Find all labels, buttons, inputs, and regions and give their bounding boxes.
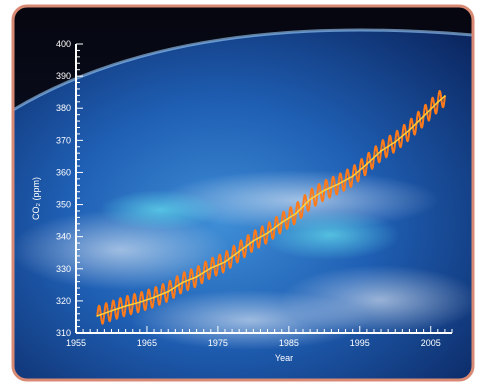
trend-point <box>323 189 326 192</box>
trend-point <box>309 198 312 201</box>
y-tick-label: 350 <box>56 200 71 210</box>
trend-point <box>280 221 283 224</box>
y-tick-label: 400 <box>56 39 71 49</box>
trend-point <box>238 250 241 253</box>
trend-point <box>337 183 340 185</box>
plot-area: 310 320 330 340 350 360 370 380 390 400 1955 1965 19… <box>31 39 453 363</box>
shallow-water <box>100 190 220 230</box>
trend-point <box>266 232 269 235</box>
trend-point <box>167 290 170 293</box>
trend-point <box>295 212 297 215</box>
trend-point <box>110 309 113 312</box>
trend-point <box>209 267 212 270</box>
y-tick-label: 330 <box>56 264 71 274</box>
trend-point <box>224 261 226 263</box>
series-trend-line <box>97 95 446 317</box>
x-tick-label: 1965 <box>137 338 157 348</box>
trend-point <box>365 163 368 165</box>
y-tick-label: 360 <box>56 167 71 177</box>
y-tick-label: 390 <box>56 71 71 81</box>
trend-point <box>444 95 446 97</box>
trend-point <box>408 129 411 131</box>
y-tick-label: 320 <box>56 296 71 306</box>
trend-point <box>351 175 354 178</box>
trend-point <box>252 239 255 242</box>
trend-point <box>436 101 439 104</box>
trend-point <box>124 305 127 307</box>
photo-border <box>11 4 475 382</box>
x-axis-title: Year <box>275 353 293 363</box>
x-tick-label: 2005 <box>421 338 441 348</box>
trend-point <box>153 296 155 299</box>
trend-point <box>195 275 198 278</box>
y-axis-title: CO₂ (ppm) <box>31 177 41 220</box>
cloud-band <box>130 290 370 350</box>
y-tick-label: 310 <box>56 328 71 338</box>
trend-point <box>380 150 382 152</box>
trend-point <box>96 315 99 317</box>
cloud-band <box>13 210 230 290</box>
x-tick-label: 1985 <box>279 338 299 348</box>
atmosphere-glow <box>13 28 473 112</box>
y-tick-label: 340 <box>56 232 71 242</box>
trend-point <box>394 141 397 143</box>
trend-point <box>422 115 425 118</box>
y-tick-label: 370 <box>56 135 71 145</box>
x-tick-label: 1955 <box>66 338 86 348</box>
y-tick-label: 380 <box>56 103 71 113</box>
x-tick-label: 1995 <box>350 338 370 348</box>
shallow-water <box>260 210 400 260</box>
trend-point <box>138 301 141 304</box>
trend-point <box>181 281 184 284</box>
x-tick-label: 1975 <box>208 338 228 348</box>
earth-photo-background <box>13 6 473 380</box>
